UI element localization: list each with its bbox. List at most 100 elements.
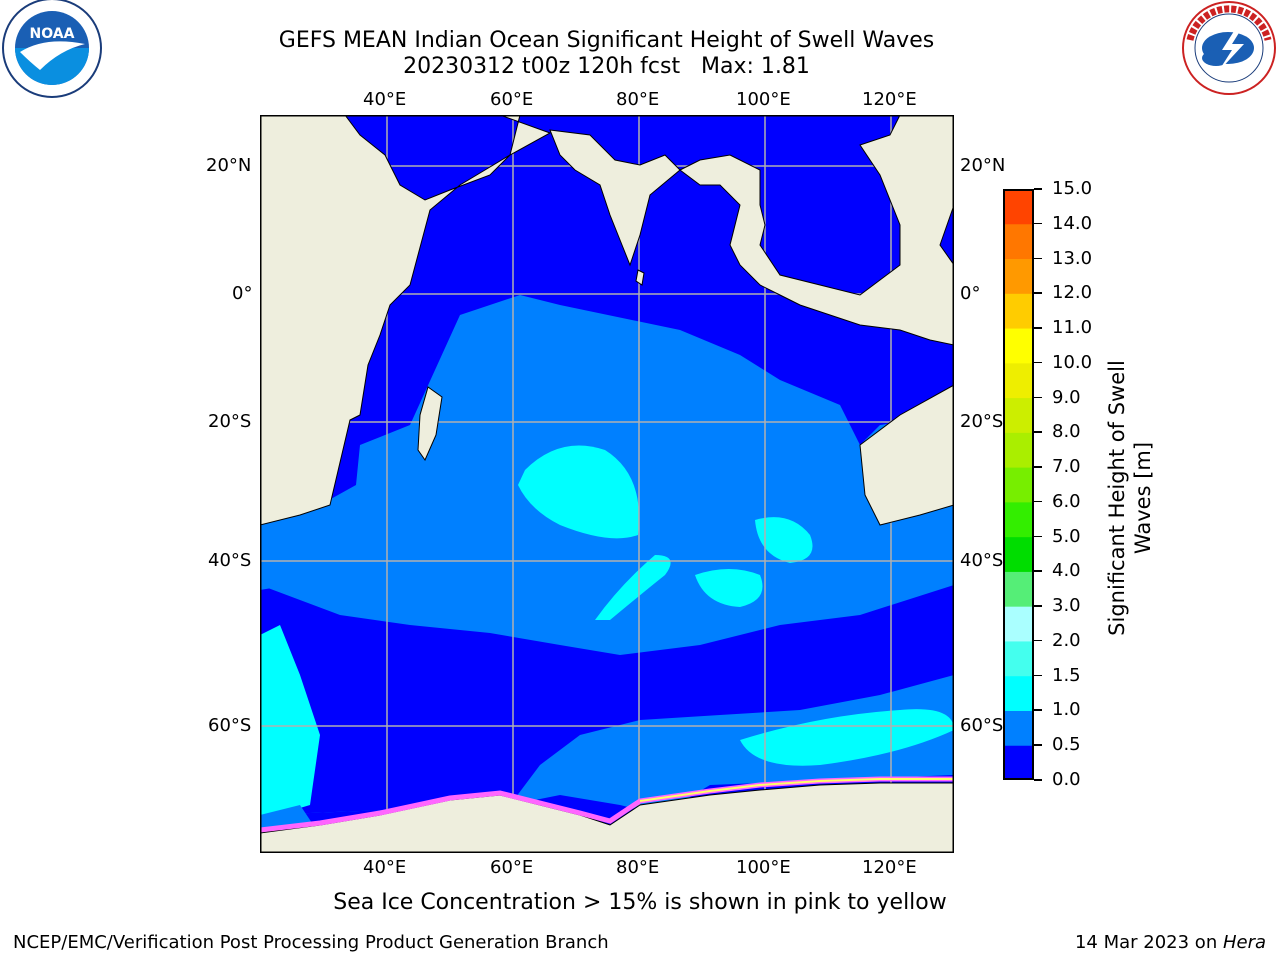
colorbar-tick-label: 13.0 <box>1052 247 1093 269</box>
colorbar-segment <box>1003 293 1034 329</box>
chart-title: GEFS MEAN Indian Ocean Significant Heigh… <box>278 28 935 53</box>
swell-cyan-4 <box>595 555 671 620</box>
colorbar-segment <box>1003 745 1034 781</box>
sea-ice-high <box>639 778 954 802</box>
noaa-logo-text: NOAA <box>30 26 75 42</box>
colorbar-tick-mark <box>1034 431 1042 433</box>
lon-label-bottom: 60°E <box>490 857 534 878</box>
land-australia <box>859 384 955 526</box>
colorbar-tick-mark <box>1034 709 1042 711</box>
colorbar-tick-label: 1.5 <box>1052 664 1081 686</box>
lon-label-top: 100°E <box>736 89 791 110</box>
low-swell-north <box>260 115 954 520</box>
lat-label-left: 0° <box>232 283 253 304</box>
swell-cyan-1 <box>518 445 640 539</box>
lat-label-right: 40°S <box>960 550 1004 571</box>
colorbar-tick-label: 8.0 <box>1052 421 1081 443</box>
colorbar-segment <box>1003 675 1034 711</box>
lat-label-right: 60°S <box>960 715 1004 736</box>
colorbar-segment <box>1003 397 1034 433</box>
colorbar-segment <box>1003 571 1034 607</box>
colorbar-label: Significant Height of Swell Waves [m] <box>1104 348 1156 648</box>
chart-subtitle: 20230312 t00z 120h fcst Max: 1.81 <box>403 54 810 79</box>
colorbar-tick-mark <box>1034 674 1042 677</box>
colorbar-segment <box>1003 710 1034 746</box>
low-swell-south <box>260 585 954 815</box>
colorbar-tick-mark <box>1034 396 1042 399</box>
colorbar-tick-label: 3.0 <box>1052 595 1081 617</box>
colorbar-tick-label: 10.0 <box>1052 351 1093 373</box>
colorbar-tick-mark <box>1034 222 1042 225</box>
colorbar-segment <box>1003 536 1034 572</box>
lon-label-top: 80°E <box>616 89 660 110</box>
nws-logo <box>1178 0 1280 100</box>
lon-label-top: 40°E <box>363 89 407 110</box>
colorbar-label-line1: Significant Height of Swell <box>1105 360 1129 636</box>
lat-label-right: 20°S <box>960 411 1004 432</box>
lon-label-bottom: 40°E <box>363 857 407 878</box>
lon-label-bottom: 100°E <box>736 857 791 878</box>
colorbar-segment <box>1003 640 1034 677</box>
colorbar-tick-mark <box>1034 327 1042 329</box>
lat-label-left: 20°N <box>206 155 252 176</box>
colorbar-segment <box>1003 606 1034 642</box>
noaa-logo: NOAA <box>0 0 105 100</box>
colorbar-tick-mark <box>1034 188 1042 190</box>
colorbar-tick-label: 6.0 <box>1052 490 1081 512</box>
colorbar-tick-label: 4.0 <box>1052 560 1081 582</box>
colorbar-segment <box>1003 189 1034 225</box>
colorbar-tick-label: 1.0 <box>1052 699 1081 721</box>
colorbar-tick-label: 5.0 <box>1052 525 1081 547</box>
lat-label-right: 0° <box>960 283 981 304</box>
lat-label-left: 20°S <box>208 411 252 432</box>
colorbar-tick-mark <box>1034 570 1042 572</box>
colorbar-tick-mark <box>1034 361 1042 364</box>
colorbar-tick-label: 12.0 <box>1052 282 1093 304</box>
map-panel <box>259 114 955 854</box>
colorbar-tick-mark <box>1034 500 1042 503</box>
colorbar-segment <box>1003 501 1034 538</box>
lon-label-bottom: 120°E <box>862 857 917 878</box>
sea-ice-caption: Sea Ice Concentration > 15% is shown in … <box>333 890 947 915</box>
colorbar-segment <box>1003 467 1034 503</box>
colorbar-tick-label: 0.5 <box>1052 734 1081 756</box>
map-svg <box>259 114 955 854</box>
colorbar-tick-mark <box>1034 466 1042 468</box>
colorbar-tick-label: 0.0 <box>1052 769 1081 790</box>
colorbar-tick-label: 7.0 <box>1052 456 1081 478</box>
colorbar-segment <box>1003 258 1034 294</box>
colorbar-segment <box>1003 362 1034 399</box>
swell-cyan-5 <box>740 709 954 766</box>
colorbar-tick-label: 9.0 <box>1052 386 1081 408</box>
swell-cyan-3 <box>695 569 763 607</box>
lon-label-bottom: 80°E <box>616 857 660 878</box>
colorbar-tick-mark <box>1034 535 1042 538</box>
colorbar <box>1003 189 1034 781</box>
colorbar-tick-mark <box>1034 292 1042 294</box>
lat-label-left: 40°S <box>208 550 252 571</box>
footer-credit: NCEP/EMC/Verification Post Processing Pr… <box>13 932 609 953</box>
colorbar-segment <box>1003 432 1034 468</box>
colorbar-tick-mark <box>1034 744 1042 746</box>
colorbar-segment <box>1003 223 1034 260</box>
footer-host: Hera <box>1222 932 1266 953</box>
colorbar-tick-label: 2.0 <box>1052 629 1081 651</box>
colorbar-tick-label: 15.0 <box>1052 178 1093 199</box>
colorbar-tick-label: 14.0 <box>1052 212 1093 234</box>
colorbar-tick-label: 11.0 <box>1052 317 1093 339</box>
lon-label-top: 60°E <box>490 89 534 110</box>
lat-label-right: 20°N <box>960 155 1006 176</box>
colorbar-segment <box>1003 328 1034 364</box>
colorbar-tick-mark <box>1034 605 1042 607</box>
colorbar-tick-mark <box>1034 779 1042 781</box>
swell-cyan-2 <box>755 517 813 563</box>
land-africa <box>259 114 552 526</box>
colorbar-label-line2: Waves [m] <box>1131 441 1155 555</box>
lat-label-left: 60°S <box>208 715 252 736</box>
colorbar-tick-mark <box>1034 639 1042 642</box>
footer-date: 14 Mar 2023 on Hera <box>1075 932 1266 953</box>
footer-date-text: 14 Mar 2023 on <box>1074 932 1223 953</box>
land-madagascar <box>417 386 443 462</box>
colorbar-tick-mark <box>1034 257 1042 260</box>
lon-label-top: 120°E <box>862 89 917 110</box>
